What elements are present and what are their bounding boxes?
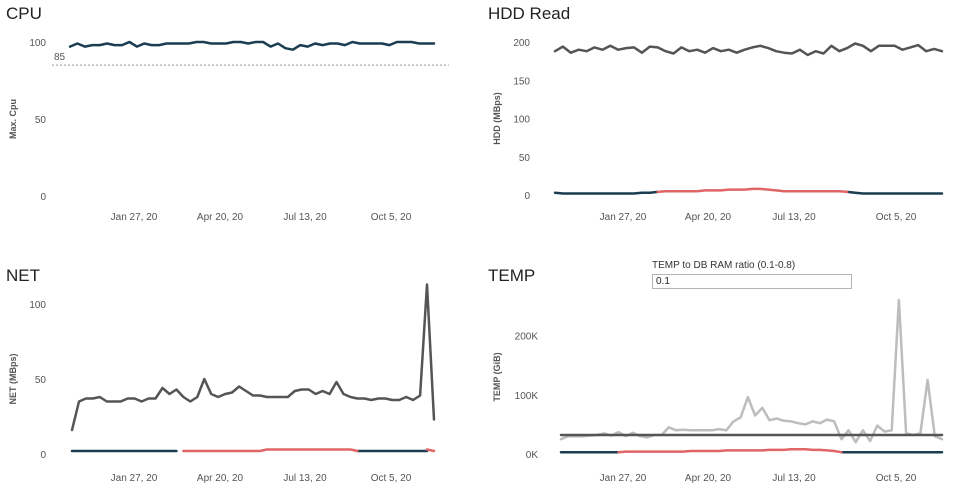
hdd-y-tick-label: 150: [513, 76, 530, 87]
net-series-gray-line: [70, 283, 436, 432]
cpu-y-tick-label: 0: [40, 192, 46, 203]
temp-series-red-line: [617, 448, 843, 454]
hdd-y-axis-label: HDD (MBps): [492, 92, 502, 145]
net-series-red-line: [182, 448, 359, 453]
cpu-y-tick-label: 100: [29, 38, 46, 49]
net-x-tick-label: Jul 13, 20: [283, 473, 327, 484]
temp-y-tick-label: 200K: [515, 332, 539, 343]
hdd-series-gray-line: [553, 42, 944, 57]
hdd-x-tick-label: Jan 27, 20: [600, 212, 647, 223]
hdd-series-red-line: [656, 187, 849, 194]
hdd-y-tick-label: 0: [524, 191, 530, 202]
temp-series-lightgray-line: [559, 298, 944, 444]
cpu-y-axis-label: Max. Cpu: [8, 99, 18, 139]
hdd-chart-title: HDD Read: [488, 4, 571, 23]
temp-x-tick-label: Jul 13, 20: [772, 473, 816, 484]
temp-y-axis-label: TEMP (GiB): [492, 352, 502, 401]
temp-ratio-parameter-label: TEMP to DB RAM ratio (0.1-0.8): [652, 260, 796, 271]
net-y-axis-label: NET (MBps): [8, 354, 18, 405]
hdd-x-tick-label: Apr 20, 20: [685, 212, 732, 223]
hdd-x-tick-label: Jul 13, 20: [772, 212, 816, 223]
cpu-x-tick-label: Jul 13, 20: [283, 212, 327, 223]
net-x-tick-label: Jan 27, 20: [111, 473, 158, 484]
hdd-series-navy-line: [553, 190, 659, 195]
temp-y-tick-label: 100K: [515, 391, 539, 402]
net-x-tick-label: Oct 5, 20: [371, 473, 412, 484]
net-y-tick-label: 0: [40, 450, 46, 461]
temp-x-tick-label: Apr 20, 20: [685, 473, 732, 484]
net-chart-title: NET: [6, 266, 40, 285]
hdd-y-tick-label: 100: [513, 115, 530, 126]
cpu-series-navy-line: [68, 40, 436, 51]
hdd-y-tick-label: 50: [519, 153, 531, 164]
cpu-chart-title: CPU: [6, 4, 42, 23]
temp-ratio-parameter-input[interactable]: [652, 274, 852, 289]
cpu-x-tick-label: Apr 20, 20: [197, 212, 244, 223]
net-series-red-line: [425, 448, 436, 453]
net-y-tick-label: 100: [29, 300, 46, 311]
hdd-series-navy-line: [845, 190, 944, 195]
cpu-x-tick-label: Oct 5, 20: [371, 212, 412, 223]
temp-x-tick-label: Jan 27, 20: [600, 473, 647, 484]
temp-x-tick-label: Oct 5, 20: [876, 473, 917, 484]
net-y-tick-label: 50: [35, 375, 47, 386]
temp-chart-title: TEMP: [488, 266, 536, 285]
hdd-x-tick-label: Oct 5, 20: [876, 212, 917, 223]
temp-y-tick-label: 0K: [526, 450, 539, 461]
cpu-reference-line-label: 85: [54, 52, 66, 63]
cpu-x-tick-label: Jan 27, 20: [111, 212, 158, 223]
cpu-y-tick-label: 50: [35, 115, 47, 126]
hdd-y-tick-label: 200: [513, 38, 530, 49]
net-x-tick-label: Apr 20, 20: [197, 473, 244, 484]
